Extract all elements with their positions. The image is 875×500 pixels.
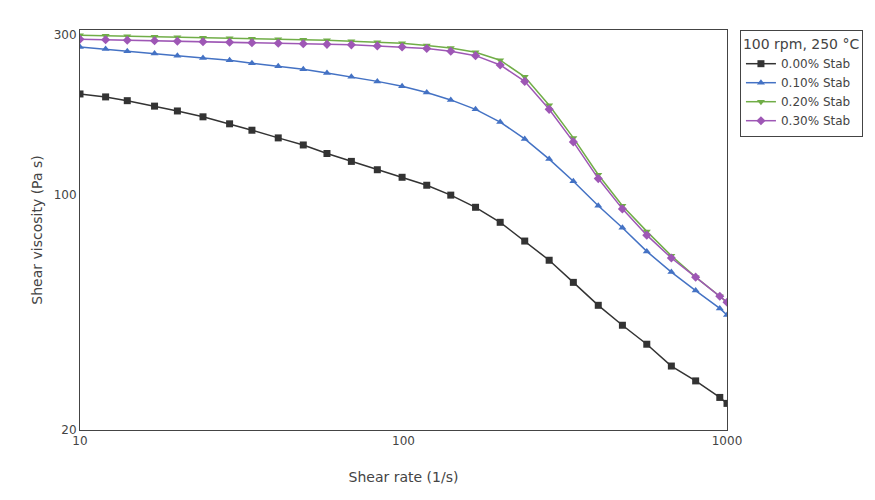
svg-text:Shear rate (1/s): Shear rate (1/s) bbox=[349, 469, 459, 485]
svg-text:20: 20 bbox=[61, 423, 76, 437]
svg-text:100: 100 bbox=[392, 434, 415, 448]
svg-text:0.20% Stab: 0.20% Stab bbox=[781, 95, 850, 109]
svg-text:0.30% Stab: 0.30% Stab bbox=[781, 114, 850, 128]
svg-text:Shear viscosity (Pa s): Shear viscosity (Pa s) bbox=[29, 155, 45, 304]
svg-text:0.10% Stab: 0.10% Stab bbox=[781, 76, 850, 90]
svg-text:100: 100 bbox=[54, 188, 77, 202]
svg-text:300: 300 bbox=[54, 28, 77, 42]
svg-text:1000: 1000 bbox=[712, 434, 743, 448]
svg-text:100 rpm, 250 °C: 100 rpm, 250 °C bbox=[743, 36, 860, 52]
svg-text:0.00% Stab: 0.00% Stab bbox=[781, 57, 850, 71]
svg-text:10: 10 bbox=[72, 434, 87, 448]
